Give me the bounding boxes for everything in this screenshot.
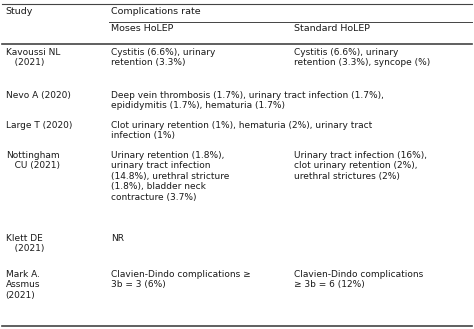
Text: Nottingham
   CU (2021): Nottingham CU (2021) [6,151,60,170]
Text: Mark A.
Assmus
(2021): Mark A. Assmus (2021) [6,270,40,300]
Text: Nevo A (2020): Nevo A (2020) [6,91,71,100]
Text: Cystitis (6.6%), urinary
retention (3.3%): Cystitis (6.6%), urinary retention (3.3%… [111,48,216,67]
Text: Clavien-Dindo complications
≥ 3b = 6 (12%): Clavien-Dindo complications ≥ 3b = 6 (12… [294,270,423,290]
Text: NR: NR [111,234,124,243]
Text: Moses HoLEP: Moses HoLEP [111,24,174,33]
Text: Deep vein thrombosis (1.7%), urinary tract infection (1.7%),
epididymitis (1.7%): Deep vein thrombosis (1.7%), urinary tra… [111,91,384,111]
Text: Study: Study [6,7,33,16]
Text: Clot urinary retention (1%), hematuria (2%), urinary tract
infection (1%): Clot urinary retention (1%), hematuria (… [111,121,373,140]
Text: Urinary tract infection (16%),
clot urinary retention (2%),
urethral strictures : Urinary tract infection (16%), clot urin… [294,151,427,181]
Text: Klett DE
   (2021): Klett DE (2021) [6,234,44,253]
Text: Urinary retention (1.8%),
urinary tract infection
(14.8%), urethral stricture
(1: Urinary retention (1.8%), urinary tract … [111,151,230,202]
Text: Large T (2020): Large T (2020) [6,121,72,130]
Text: Cystitis (6.6%), urinary
retention (3.3%), syncope (%): Cystitis (6.6%), urinary retention (3.3%… [294,48,430,67]
Text: Kavoussi NL
   (2021): Kavoussi NL (2021) [6,48,60,67]
Text: Standard HoLEP: Standard HoLEP [294,24,370,33]
Text: Clavien-Dindo complications ≥
3b = 3 (6%): Clavien-Dindo complications ≥ 3b = 3 (6%… [111,270,251,290]
Text: Complications rate: Complications rate [111,7,201,16]
